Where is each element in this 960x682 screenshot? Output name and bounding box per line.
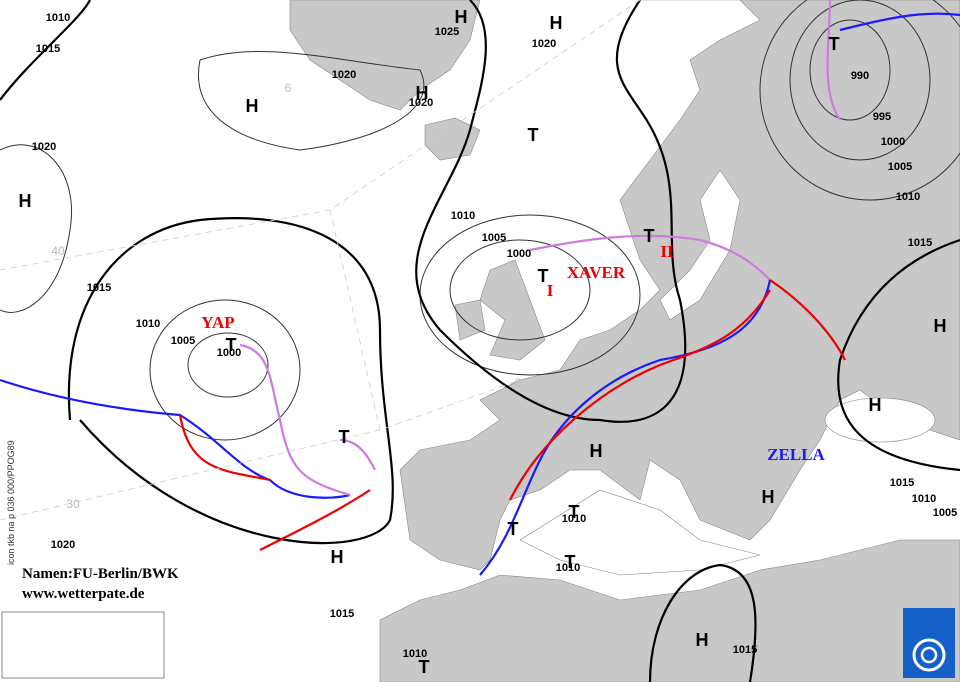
system-name: XAVER [567,263,626,282]
pressure-center: T [565,552,576,572]
system-name: YAP [201,313,234,332]
isobar-label: 990 [851,70,869,82]
isobar-label: 1020 [32,141,56,153]
credit: www.wetterpate.de [22,586,145,602]
isobar-label: 1015 [733,644,757,656]
pressure-center: H [590,441,603,461]
pressure-center: T [829,34,840,54]
isobar-label: 1015 [330,608,354,620]
isobar-label: 995 [873,111,891,123]
dwd-logo [903,608,955,678]
pressure-center: H [869,395,882,415]
pressure-center: H [550,13,563,33]
fronts [0,0,960,576]
pressure-center: H [934,316,947,336]
isobar-label: 1010 [451,210,475,222]
pressure-center: T [644,226,655,246]
isobar-label: 1010 [403,648,427,660]
land [289,0,960,682]
pressure-center: T [508,519,519,539]
seas [519,169,936,576]
system-name: II [660,242,674,261]
system-name: ZELLA [767,445,825,464]
isobar-label: 1025 [435,26,459,38]
pressure-center: T [528,125,539,145]
system-name: I [547,281,554,300]
grid-label: 6 [285,81,292,95]
isobar-label: 1020 [409,97,433,109]
isobar-label: 1000 [217,347,241,359]
pressure-center: H [246,96,259,116]
isobar-label: 1000 [881,136,905,148]
isobar-label: 1015 [890,477,914,489]
isobar-label: 1010 [46,12,70,24]
isobar-label: 1000 [507,248,531,260]
pressure-center: H [416,83,429,103]
model-code: icon tkb na p 036 000/PPOG89 [6,440,16,565]
isobar-label: 1010 [562,513,586,525]
isobar-label: 1010 [556,562,580,574]
pressure-center: H [762,487,775,507]
isobar-label: 1020 [332,69,356,81]
info-box [1,611,165,679]
pressure-center: H [331,547,344,567]
pressure-center: T [226,335,237,355]
pressure-center: H [455,7,468,27]
isobar-label: 1015 [36,43,60,55]
pressure-center: T [569,502,580,522]
pressure-center: T [339,427,350,447]
isobar-label: 1010 [912,493,936,505]
pressure-center: H [696,630,709,650]
isobar-label: 1020 [51,539,75,551]
grid-label: 40 [51,244,65,258]
isobar-label: 1010 [136,318,160,330]
isobar-label: 1005 [482,232,506,244]
isobar-label: 1005 [933,507,957,519]
grid [0,0,641,521]
isobar-label: 1015 [87,282,111,294]
grid-label: 0 [515,376,522,390]
isobar-label: 1010 [896,191,920,203]
isobar-label: 1005 [888,161,912,173]
isobar-label: 1015 [908,237,932,249]
isobar-label: 1005 [171,335,195,347]
pressure-center: T [538,266,549,286]
pressure-center: T [419,657,430,677]
pressure-center: H [19,191,32,211]
grid-label: 30 [66,497,80,511]
credit: Namen:FU-Berlin/BWK [22,566,179,582]
isobar-label: 1020 [532,38,556,50]
